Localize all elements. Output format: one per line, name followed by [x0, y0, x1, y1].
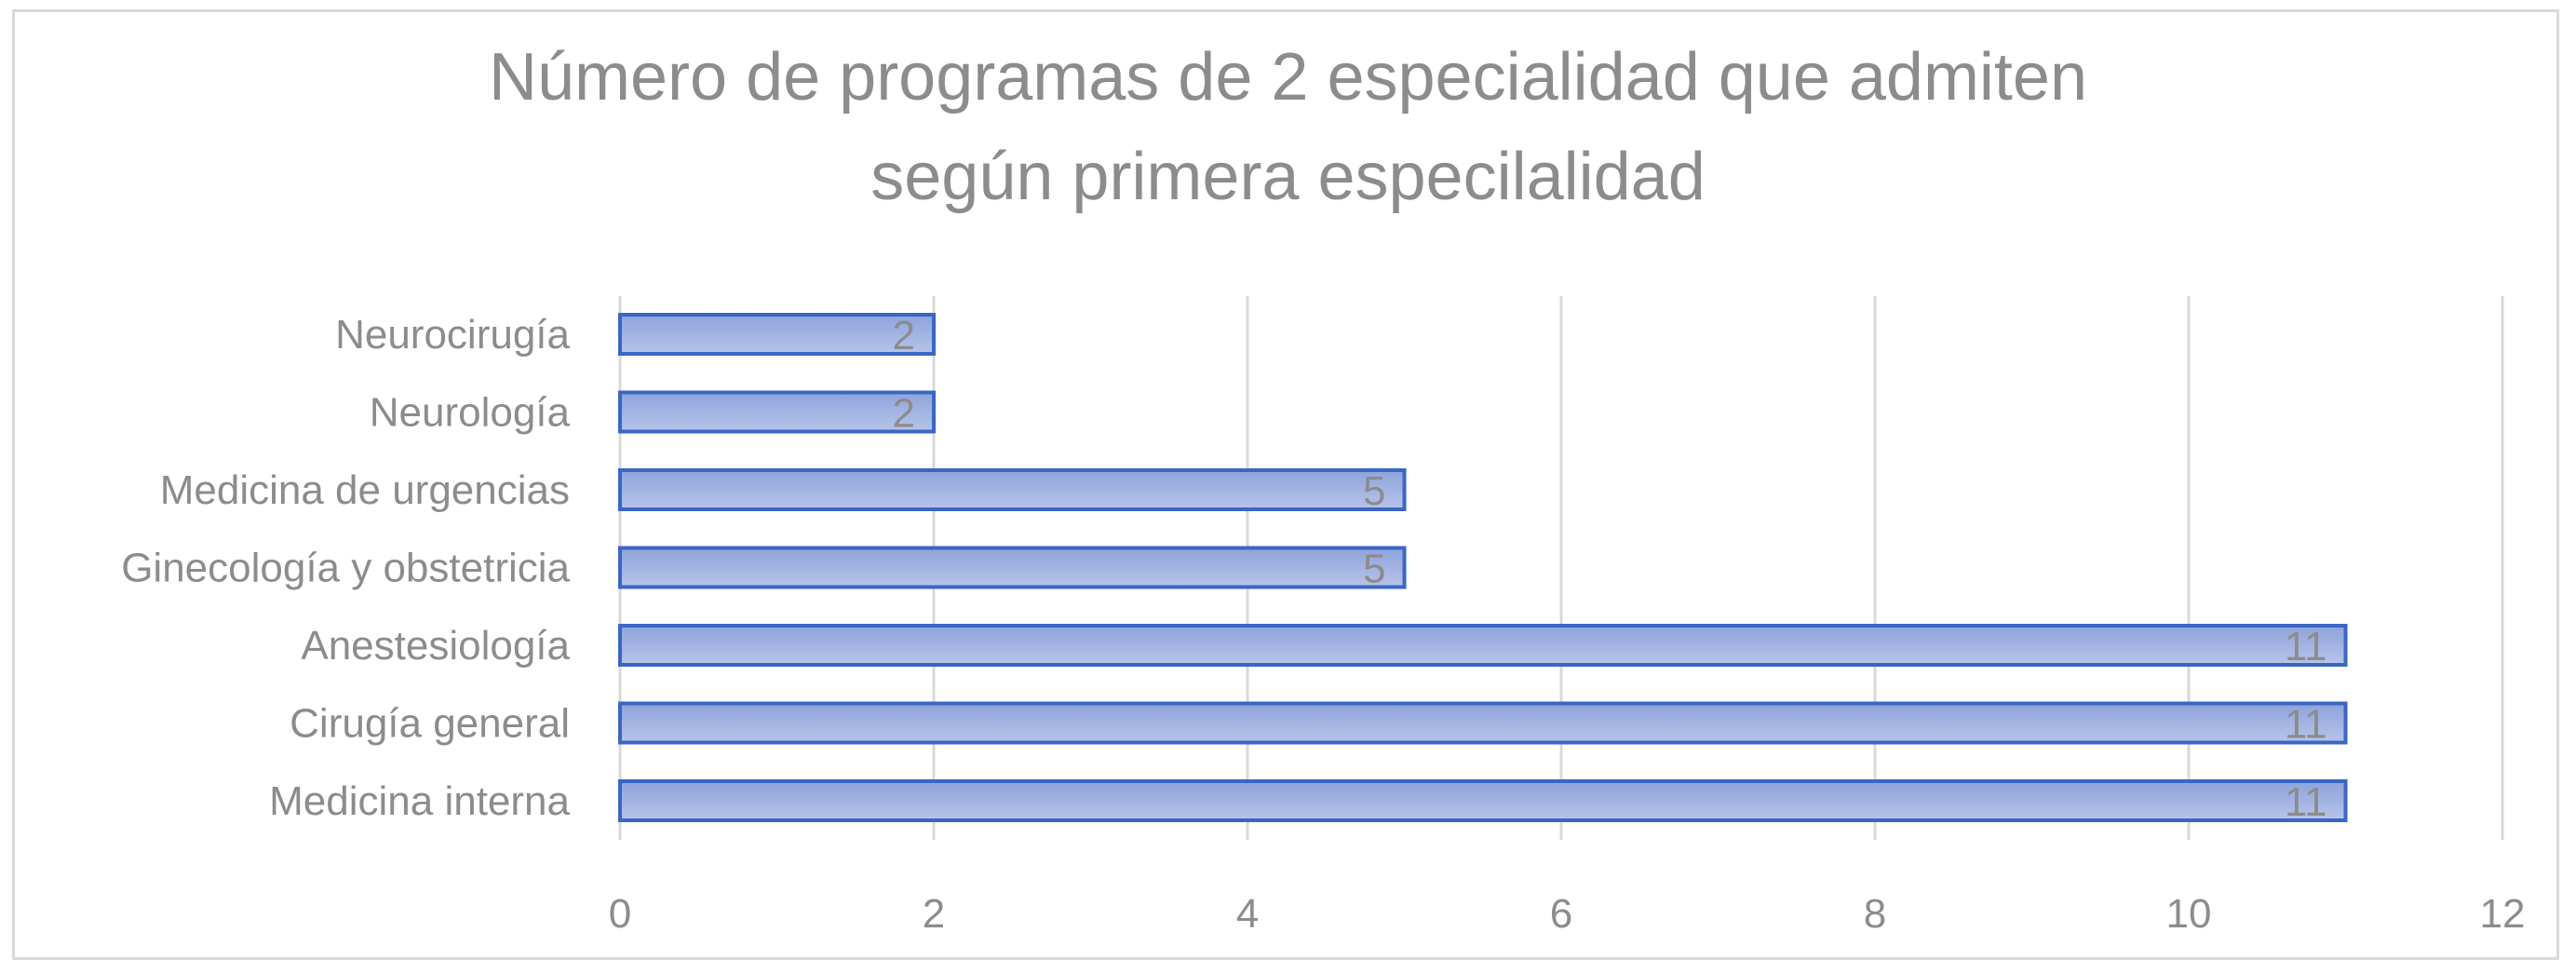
chart-title: Número de programas de 2 especialidad qu… — [0, 28, 2576, 227]
data-label: 11 — [2285, 702, 2327, 748]
labels: 0 2 4 6 8 10 12 Medicina interna 11 Cirugía gener… — [121, 312, 2525, 937]
x-tick-label: 12 — [2480, 891, 2526, 937]
bar — [618, 313, 936, 356]
bar — [618, 468, 1407, 511]
category-label: Medicina de urgencias — [160, 467, 570, 513]
bar — [618, 390, 936, 434]
chart-title-line-2: según primera especilalidad — [870, 140, 1706, 214]
x-tick-label: 0 — [609, 891, 631, 937]
chart-title-line-1: Número de programas de 2 especialidad qu… — [488, 40, 2088, 115]
x-tick-label: 6 — [1550, 891, 1572, 937]
x-tick-label: 8 — [1864, 891, 1886, 937]
bar — [618, 779, 2348, 822]
data-label: 11 — [2285, 624, 2327, 669]
category-label: Ginecología y obstetricia — [121, 546, 570, 591]
x-tick-label: 2 — [923, 891, 945, 937]
category-label: Anestesiología — [301, 623, 570, 669]
category-label: Cirugía general — [290, 701, 570, 747]
x-tick-label: 4 — [1236, 891, 1259, 937]
bar — [618, 701, 2348, 745]
data-label: 5 — [1363, 547, 1385, 592]
data-label: 2 — [893, 313, 915, 358]
data-label: 5 — [1363, 468, 1385, 514]
data-label: 11 — [2285, 779, 2327, 825]
category-label: Neurocirugía — [335, 312, 570, 358]
data-label: 2 — [893, 391, 915, 437]
category-label: Neurología — [370, 390, 571, 436]
bar — [618, 624, 2348, 667]
category-label: Medicina interna — [269, 778, 570, 824]
bar — [618, 546, 1407, 589]
x-tick-label: 10 — [2166, 891, 2212, 937]
bars — [618, 313, 2348, 822]
